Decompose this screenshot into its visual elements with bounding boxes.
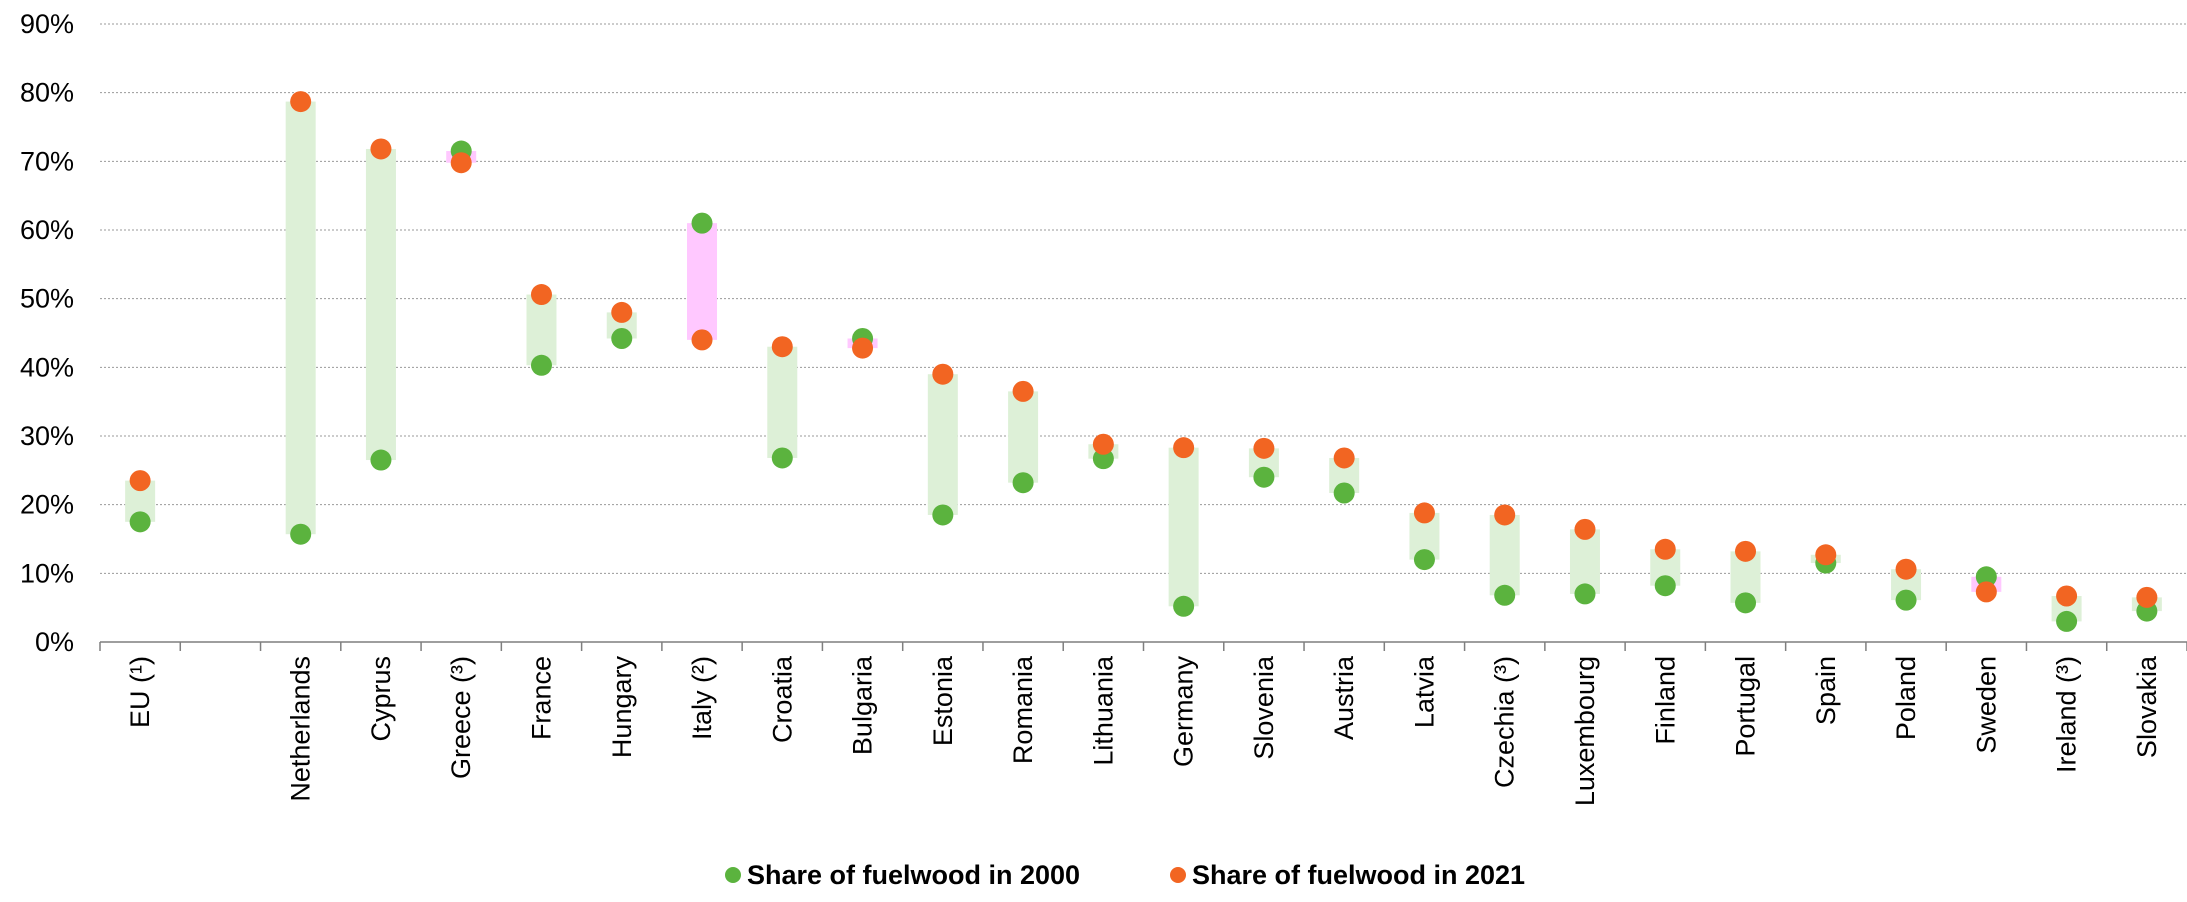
point-2000 [530,354,552,376]
range-bar [927,374,958,515]
point-2000 [611,327,633,349]
point-2021 [2056,585,2078,607]
point-2000 [1654,575,1676,597]
x-tick-label: Germany [1169,656,1199,768]
x-tick-label: Latvia [1409,655,1439,728]
legend-marker-2000 [725,867,741,883]
point-2021 [129,470,151,492]
point-2021 [691,329,713,351]
point-2000 [290,523,312,545]
x-tick-label: Luxembourg [1570,656,1600,806]
point-2000 [1173,595,1195,617]
point-2000 [932,504,954,526]
x-tick-label: Lithuania [1088,655,1118,766]
range-bar [767,346,798,458]
x-tick-label: Slovakia [2132,655,2162,758]
legend-marker-2021 [1170,867,1186,883]
point-2000 [1975,566,1997,588]
point-2000 [1494,584,1516,606]
x-tick-label: Netherlands [286,656,316,802]
point-2021 [611,301,633,323]
point-2021 [852,337,874,359]
point-2021 [1975,581,1997,603]
point-2000 [1253,466,1275,488]
y-tick-label: 10% [20,558,74,588]
y-tick-label: 90% [20,9,74,39]
legend-label-2000: Share of fuelwood in 2000 [747,860,1080,890]
point-2000 [1574,583,1596,605]
x-tick-label: Finland [1650,656,1680,745]
x-tick-label: Cyprus [366,656,396,742]
point-2021 [290,91,312,113]
point-2000 [370,449,392,471]
point-2021 [1895,558,1917,580]
range-bar [1489,514,1520,596]
x-tick-label: Sweden [1971,656,2001,754]
point-2000 [1895,589,1917,611]
point-2021 [530,284,552,306]
point-2000 [1012,472,1034,494]
point-2000 [771,447,793,469]
point-2021 [1173,437,1195,459]
y-tick-label: 60% [20,215,74,245]
range-bar [687,223,718,340]
point-2021 [2136,586,2158,608]
y-tick-label: 30% [20,421,74,451]
x-tick-label: EU (¹) [125,656,155,728]
point-2021 [1253,437,1275,459]
point-2021 [1333,447,1355,469]
range-bar [1008,391,1039,483]
point-2021 [1574,518,1596,540]
x-tick-label: Ireland (³) [2052,656,2082,773]
x-tick-label: Bulgaria [848,655,878,755]
point-2000 [691,212,713,234]
point-2000 [1092,448,1114,470]
x-tick-label: Czechia (³) [1490,656,1520,788]
point-2021 [1735,540,1757,562]
point-2000 [1413,549,1435,571]
point-2000 [129,511,151,533]
point-2021 [1012,380,1034,402]
y-tick-label: 50% [20,284,74,314]
x-tick-label: Croatia [767,655,797,743]
point-2021 [1092,433,1114,455]
x-tick-label: Portugal [1731,656,1761,757]
point-2021 [450,152,472,174]
x-tick-label: Italy (²) [687,656,717,740]
x-tick-label: France [526,656,556,740]
point-2021 [1494,504,1516,526]
y-tick-label: 40% [20,352,74,382]
point-2000 [1333,482,1355,504]
point-2021 [771,336,793,358]
x-tick-label: Poland [1891,656,1921,740]
point-2021 [1413,502,1435,524]
range-bar [365,148,396,461]
x-tick-label: Romania [1008,655,1038,764]
x-tick-label: Hungary [607,656,637,759]
range-bar [285,101,316,535]
point-2000 [1735,592,1757,614]
y-tick-label: 80% [20,78,74,108]
point-2021 [370,138,392,160]
x-tick-label: Spain [1811,656,1841,725]
y-tick-label: 70% [20,146,74,176]
point-2021 [1654,538,1676,560]
x-tick-label: Slovenia [1249,655,1279,760]
x-tick-label: Austria [1329,655,1359,740]
range-bar [1569,529,1600,594]
range-bar [526,294,557,366]
range-bar [1168,447,1199,607]
legend-label-2021: Share of fuelwood in 2021 [1192,860,1525,890]
point-2000 [2056,610,2078,632]
x-tick-label: Estonia [928,655,958,746]
y-tick-label: 0% [35,627,74,657]
point-2021 [1815,544,1837,566]
y-tick-label: 20% [20,490,74,520]
x-tick-label: Greece (³) [446,656,476,779]
point-2021 [932,363,954,385]
